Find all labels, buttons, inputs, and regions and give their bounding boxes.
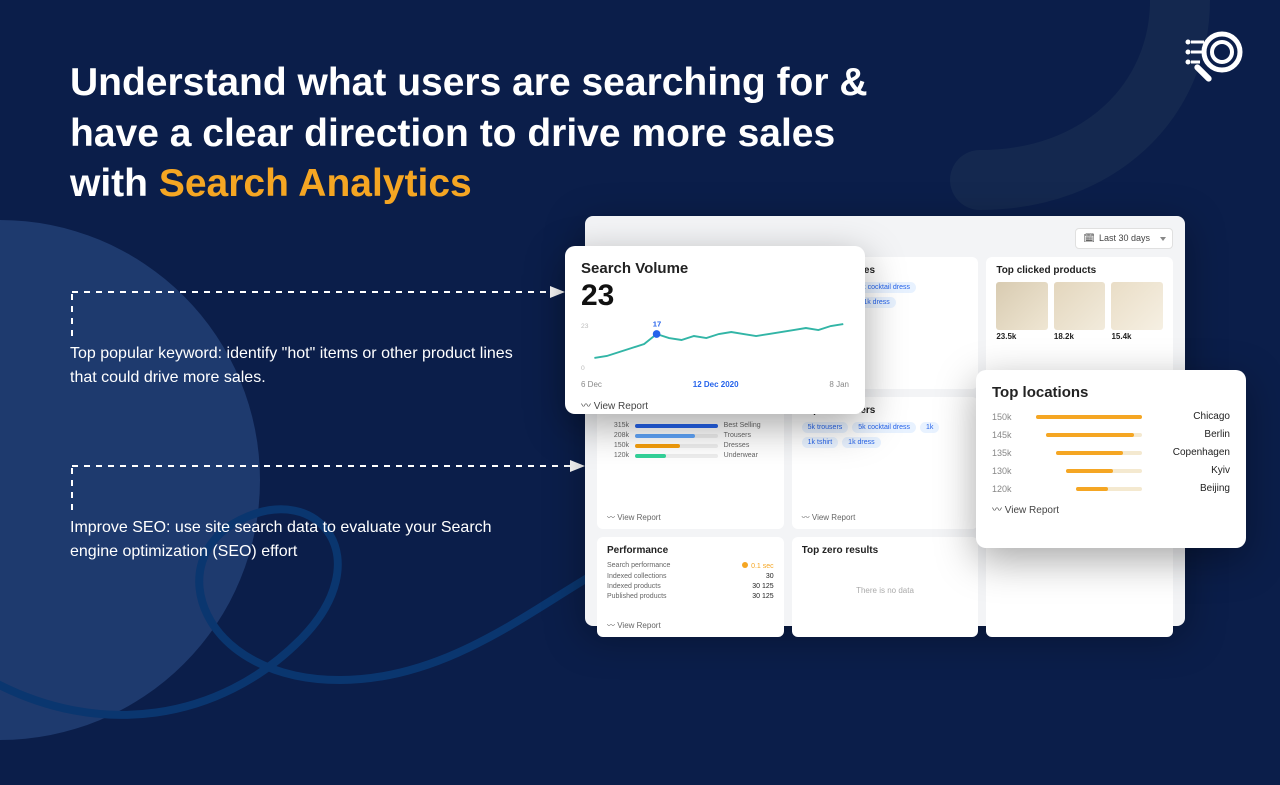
callout-seo: Improve SEO: use site search data to eva… <box>70 516 510 564</box>
performance-row: Published products30 125 <box>607 593 774 600</box>
popout-top-locations: Top locations 150kChicago 145kBerlin 135kC… <box>976 370 1246 548</box>
category-bar-row: 208kTrousers <box>607 432 774 439</box>
product-value: 15.4k <box>1111 332 1163 341</box>
card-performance: Performance Search performance0.1 sec Ind… <box>597 537 784 637</box>
query-chip[interactable]: 5k cocktail dress <box>852 422 916 433</box>
card-top-zero: Top zero results There is no data <box>792 537 979 637</box>
view-report-link[interactable]: View Report <box>992 501 1230 516</box>
view-report-link[interactable]: View Report <box>607 620 661 631</box>
x-end: 8 Jan <box>829 380 849 389</box>
headline-line-3-prefix: with <box>70 162 159 205</box>
performance-row: Indexed products30 125 <box>607 583 774 590</box>
product-value: 18.2k <box>1054 332 1106 341</box>
product-value: 23.5k <box>996 332 1048 341</box>
view-report-link[interactable]: View Report <box>581 397 849 412</box>
performance-row: Search performance0.1 sec <box>607 562 774 570</box>
svg-text:0: 0 <box>581 365 585 372</box>
performance-row: Indexed collections30 <box>607 573 774 580</box>
view-report-link[interactable]: View Report <box>802 512 856 523</box>
x-mid: 12 Dec 2020 <box>693 380 739 389</box>
search-volume-chart: 23 0 17 <box>581 317 849 373</box>
arrow-to-search-volume <box>70 278 570 338</box>
product-image <box>996 282 1048 330</box>
product-item[interactable]: 23.5k <box>996 282 1048 341</box>
x-start: 6 Dec <box>581 380 602 389</box>
popout-search-volume: Search Volume 23 23 0 17 6 Dec 12 Dec 20… <box>565 246 865 414</box>
card-top-filters: Top used filters 5k trousers5k cocktail … <box>792 397 979 529</box>
query-chip[interactable]: 1k <box>920 422 939 433</box>
card-title: Top clicked products <box>996 265 1163 276</box>
svg-text:17: 17 <box>653 319 662 328</box>
category-bar-row: 150kDresses <box>607 442 774 449</box>
product-image <box>1111 282 1163 330</box>
callout-keyword: Top popular keyword: identify "hot" item… <box>70 342 530 390</box>
card-spacer <box>986 537 1173 637</box>
date-range-picker[interactable]: 🗓Last 30 days <box>1075 228 1173 249</box>
card-top-categories: Top categories 315kBest Selling208kTrous… <box>597 397 784 529</box>
top-locations-title: Top locations <box>992 384 1230 401</box>
query-chip[interactable]: 1k dress <box>842 437 880 448</box>
location-row: 130kKyiv <box>992 465 1230 476</box>
headline-line-2: have a clear direction to drive more sal… <box>70 112 835 155</box>
location-row: 135kCopenhagen <box>992 447 1230 458</box>
view-report-link[interactable]: View Report <box>607 512 661 523</box>
svg-text:23: 23 <box>581 323 589 330</box>
category-bar-row: 315kBest Selling <box>607 422 774 429</box>
product-item[interactable]: 15.4k <box>1111 282 1163 341</box>
headline: Understand what users are searching for … <box>70 58 970 210</box>
query-chip[interactable]: 5k trousers <box>802 422 849 433</box>
category-bar-row: 120kUnderwear <box>607 452 774 459</box>
bg-swirl-bottom <box>0 380 680 780</box>
product-image <box>1054 282 1106 330</box>
location-row: 120kBeijing <box>992 483 1230 494</box>
headline-accent: Search Analytics <box>159 162 472 205</box>
search-analytics-logo-icon <box>1178 22 1250 94</box>
card-title: Top zero results <box>802 545 969 556</box>
location-row: 145kBerlin <box>992 429 1230 440</box>
query-chip[interactable]: 1k tshirt <box>802 437 839 448</box>
date-range-label: Last 30 days <box>1099 233 1150 243</box>
arrow-to-performance <box>70 452 590 512</box>
search-volume-title: Search Volume <box>581 260 849 277</box>
headline-line-1: Understand what users are searching for … <box>70 61 868 104</box>
product-item[interactable]: 18.2k <box>1054 282 1106 341</box>
location-row: 150kChicago <box>992 411 1230 422</box>
card-title: Performance <box>607 545 774 556</box>
no-data-text: There is no data <box>802 586 969 595</box>
search-volume-value: 23 <box>581 279 849 313</box>
